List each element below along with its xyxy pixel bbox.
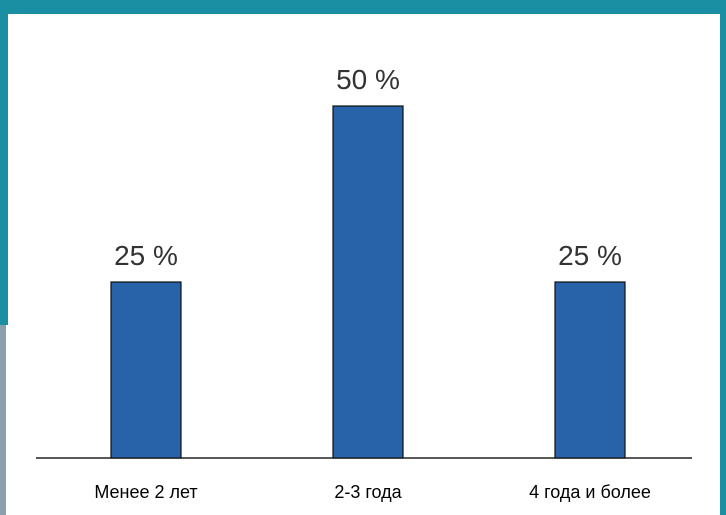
bar-group: 25 % Менее 2 лет 50 % 2-3 года 25 % 4 года и …	[94, 64, 651, 502]
frame-left-border	[0, 0, 8, 325]
category-label-1: Менее 2 лет	[94, 482, 197, 502]
frame-top-border	[0, 0, 726, 14]
data-label-3: 25 %	[558, 240, 622, 271]
bar-3	[554, 281, 626, 459]
bar-1	[110, 281, 182, 459]
bar-2	[332, 105, 404, 459]
frame-left-lower-border	[0, 325, 6, 515]
category-label-3: 4 года и более	[529, 482, 651, 502]
category-label-2: 2-3 года	[334, 482, 402, 502]
frame-right-border	[720, 0, 726, 515]
data-label-2: 50 %	[336, 64, 400, 95]
data-label-1: 25 %	[114, 240, 178, 271]
